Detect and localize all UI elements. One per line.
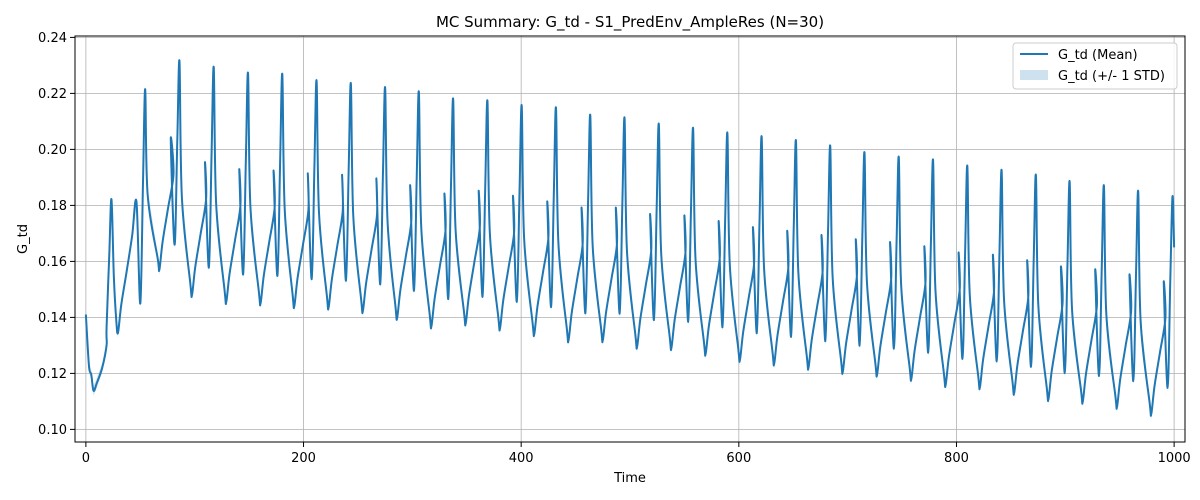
x-tick-label: 400 <box>509 451 534 466</box>
x-tick-label: 800 <box>944 451 969 466</box>
x-tick-label: 200 <box>291 451 316 466</box>
chart-title: MC Summary: G_td - S1_PredEnv_AmpleRes (… <box>436 13 824 32</box>
y-tick-label: 0.20 <box>38 143 67 158</box>
y-tick-label: 0.22 <box>38 87 67 102</box>
y-tick-label: 0.16 <box>38 255 67 270</box>
legend: G_td (Mean) G_td (+/- 1 STD) <box>1012 42 1178 90</box>
y-axis-ticks: 0.10 0.12 0.14 0.16 0.18 0.20 0.22 0.24 <box>38 31 75 438</box>
y-tick-label: 0.18 <box>38 199 67 214</box>
y-tick-label: 0.24 <box>38 31 67 46</box>
mean-line-layer <box>84 59 1176 417</box>
legend-mean-label: G_td (Mean) <box>1058 48 1138 63</box>
y-tick-label: 0.10 <box>38 423 67 438</box>
legend-std-label: G_td (+/- 1 STD) <box>1058 69 1165 84</box>
x-axis-ticks: 0 200 400 600 800 1000 <box>82 442 1191 466</box>
y-tick-label: 0.12 <box>38 367 67 382</box>
mean-line <box>84 59 1176 417</box>
x-tick-label: 600 <box>726 451 751 466</box>
x-tick-label: 0 <box>82 451 90 466</box>
y-tick-label: 0.14 <box>38 311 67 326</box>
x-axis-label: Time <box>613 471 646 486</box>
legend-std-swatch <box>1020 70 1048 80</box>
plot-frame <box>74 35 1186 443</box>
y-axis-label: G_td <box>16 224 31 254</box>
legend-box <box>1012 42 1178 90</box>
x-tick-label: 1000 <box>1158 451 1191 466</box>
